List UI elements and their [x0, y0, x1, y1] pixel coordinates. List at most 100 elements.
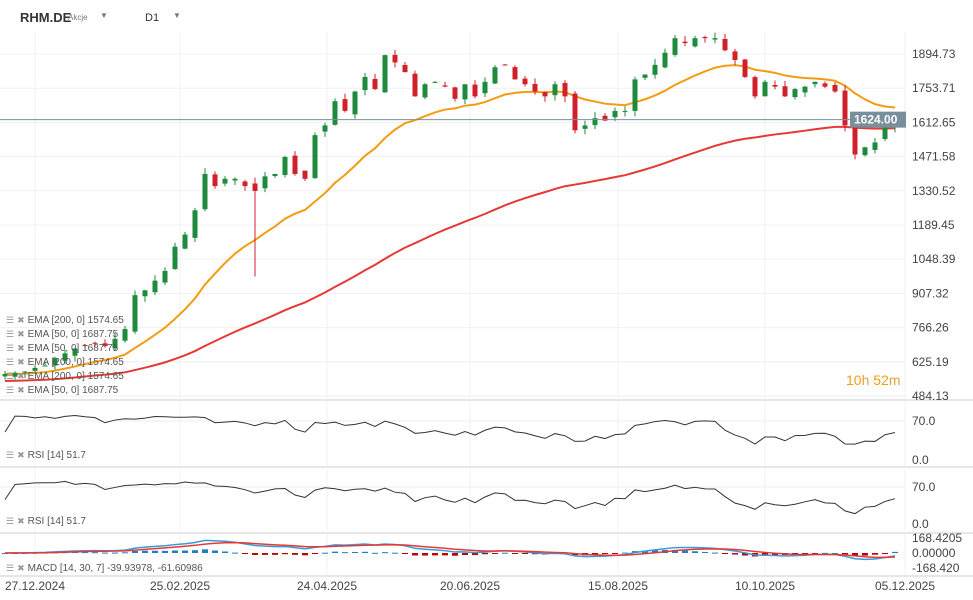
settings-icon[interactable]: ☰	[6, 563, 15, 573]
macd-histogram-bar	[342, 552, 348, 554]
x-tick-label: 25.02.2025	[150, 579, 210, 593]
candle-body	[192, 210, 198, 238]
close-icon[interactable]: ✖	[17, 329, 25, 339]
macd-histogram-bar	[652, 550, 658, 553]
macd-histogram-bar	[432, 553, 438, 556]
x-tick-label: 15.08.2025	[588, 579, 648, 593]
close-icon[interactable]: ✖	[17, 357, 25, 367]
timeframe-selector[interactable]: D1	[145, 12, 160, 24]
close-icon[interactable]: ✖	[17, 385, 25, 395]
y-tick-label: 1753.71	[912, 81, 956, 95]
candle-body	[692, 38, 698, 47]
close-icon[interactable]: ✖	[17, 516, 25, 526]
ema-legend[interactable]: ☰ ✖ EMA [50, 0] 1687.75	[6, 342, 118, 355]
candle-body	[82, 345, 88, 347]
candle-body	[442, 85, 448, 87]
macd-histogram-bar	[112, 552, 118, 554]
close-icon[interactable]: ✖	[17, 371, 25, 381]
close-icon[interactable]: ✖	[17, 563, 25, 573]
settings-icon[interactable]: ☰	[6, 450, 15, 460]
ema-legend[interactable]: ☰ ✖ EMA [200, 0] 1574.65	[6, 370, 124, 383]
settings-icon[interactable]: ☰	[6, 315, 15, 325]
y-tick-label: -168.420	[912, 561, 960, 575]
symbol-dropdown-icon[interactable]: ▼	[100, 11, 108, 20]
ema-legend[interactable]: ☰ ✖ EMA [200, 0] 1574.65	[6, 356, 124, 369]
rsi-legend[interactable]: ☰ ✖ RSI [14] 51.7	[6, 515, 86, 528]
chart-header: RHM.DE Akcje ▼ D1 ▼	[0, 0, 973, 32]
candle-body	[702, 37, 708, 39]
candle-body	[722, 38, 728, 51]
candle-body	[772, 85, 778, 87]
symbol-label[interactable]: RHM.DE	[20, 10, 72, 25]
macd-histogram-bar	[612, 553, 618, 554]
candle-body	[32, 367, 38, 371]
candle-body	[452, 87, 458, 99]
indicator-label: EMA [200, 0] 1574.65	[27, 357, 124, 368]
macd-histogram-bar	[172, 550, 178, 553]
candle-body	[402, 64, 408, 73]
macd-histogram-bar	[472, 553, 478, 556]
macd-histogram-bar	[442, 553, 448, 556]
macd-histogram-bar	[392, 552, 398, 554]
macd-histogram-bar	[452, 553, 458, 556]
candle-body	[372, 78, 378, 90]
ema-legend[interactable]: ☰ ✖ EMA [50, 0] 1687.75	[6, 384, 118, 397]
macd-histogram-bar	[862, 553, 868, 556]
candle-body	[392, 54, 398, 63]
candle-body	[482, 81, 488, 94]
candle-body	[812, 81, 818, 85]
macd-histogram-bar	[92, 552, 98, 554]
ema-legend[interactable]: ☰ ✖ EMA [50, 0] 1687.75	[6, 328, 118, 341]
y-tick-label: 625.19	[912, 355, 949, 369]
rsi-legend[interactable]: ☰ ✖ RSI [14] 51.7	[6, 449, 86, 462]
macd-histogram-bar	[702, 551, 708, 553]
candle-body	[712, 38, 718, 40]
candle-body	[152, 280, 158, 293]
y-tick-label: 1330.52	[912, 184, 956, 198]
macd-histogram-bar	[102, 552, 108, 554]
ema-legend[interactable]: ☰ ✖ EMA [200, 0] 1574.65	[6, 314, 124, 327]
macd-histogram-bar	[162, 550, 168, 553]
indicator-label: RSI [14] 51.7	[27, 450, 86, 461]
candle-body	[862, 147, 868, 156]
settings-icon[interactable]: ☰	[6, 329, 15, 339]
last-price-label: 1624.00	[854, 113, 898, 127]
candle-body	[232, 178, 238, 181]
settings-icon[interactable]: ☰	[6, 371, 15, 381]
candle-body	[102, 343, 108, 347]
macd-histogram-bar	[762, 553, 768, 556]
signal-line	[4, 541, 896, 559]
close-icon[interactable]: ✖	[17, 315, 25, 325]
close-icon[interactable]: ✖	[17, 450, 25, 460]
candle-body	[72, 348, 78, 356]
candle-body	[202, 173, 208, 210]
candle-body	[242, 181, 248, 187]
macd-histogram-bar	[502, 552, 508, 554]
settings-icon[interactable]: ☰	[6, 516, 15, 526]
candle-body	[732, 51, 738, 60]
macd-histogram-bar	[692, 551, 698, 553]
candle-body	[792, 89, 798, 98]
candle-body	[262, 176, 268, 189]
macd-histogram-bar	[122, 552, 128, 554]
macd-histogram-bar	[82, 552, 88, 554]
settings-icon[interactable]: ☰	[6, 357, 15, 367]
candle-body	[762, 81, 768, 97]
macd-histogram-bar	[812, 553, 818, 554]
macd-histogram-bar	[312, 553, 318, 554]
macd-legend[interactable]: ☰ ✖ MACD [14, 30, 7] -39.93978, -61.60986	[6, 562, 203, 575]
close-icon[interactable]: ✖	[17, 343, 25, 353]
x-tick-label: 10.10.2025	[735, 579, 795, 593]
macd-histogram-bar	[322, 552, 328, 554]
macd-histogram-bar	[132, 550, 138, 553]
settings-icon[interactable]: ☰	[6, 343, 15, 353]
candle-body	[742, 59, 748, 77]
y-tick-label: 907.32	[912, 286, 949, 300]
candle-body	[782, 86, 788, 97]
candle-body	[502, 64, 508, 66]
timeframe-dropdown-icon[interactable]: ▼	[173, 11, 181, 20]
macd-histogram-bar	[352, 551, 358, 553]
settings-icon[interactable]: ☰	[6, 385, 15, 395]
